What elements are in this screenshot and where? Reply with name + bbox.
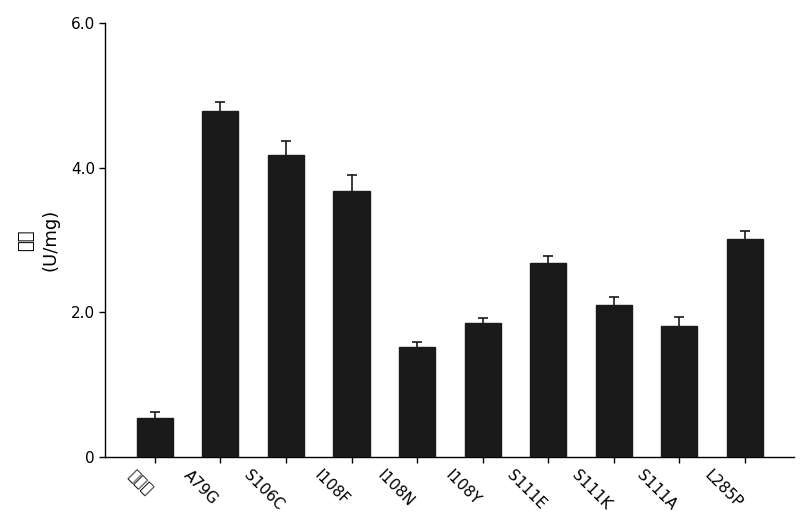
Bar bbox=[596, 305, 632, 457]
Bar bbox=[399, 347, 436, 457]
Bar bbox=[137, 418, 173, 457]
Bar bbox=[727, 238, 763, 457]
Y-axis label: 酶活
(U/mg): 酶活 (U/mg) bbox=[17, 209, 60, 271]
Bar bbox=[662, 325, 697, 457]
Bar bbox=[465, 323, 500, 457]
Bar bbox=[202, 111, 238, 457]
Bar bbox=[530, 263, 566, 457]
Bar bbox=[333, 191, 370, 457]
Bar bbox=[268, 155, 304, 457]
